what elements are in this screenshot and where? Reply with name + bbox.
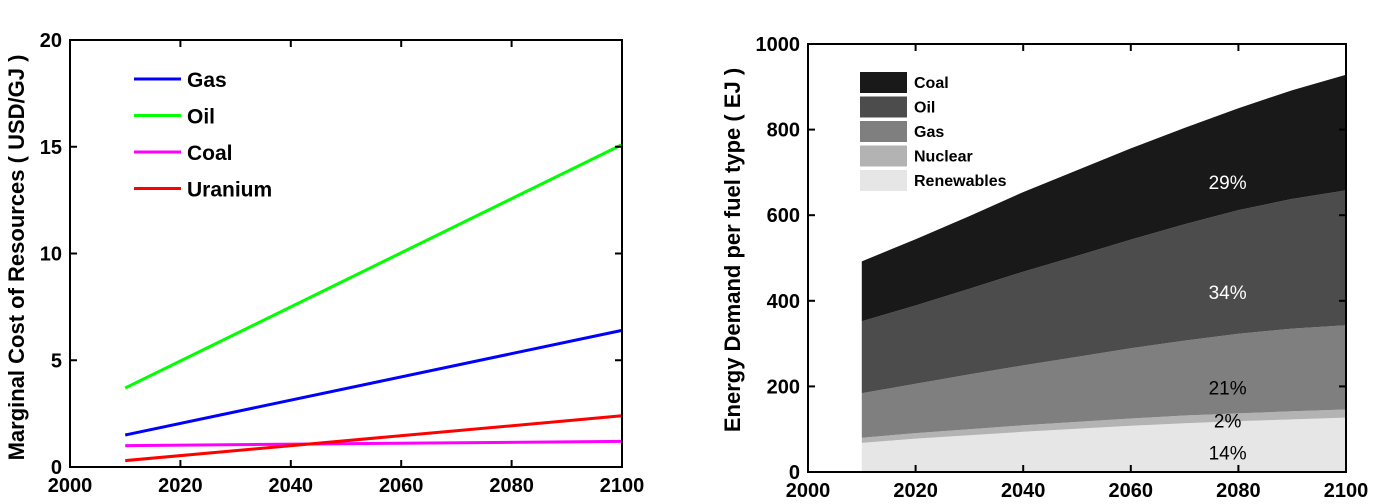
axes-box [807,43,1347,473]
chart-1: 2000 2020 2040 2060 2080 2100 0 5 10 15 20 Marginal… [4,30,644,497]
legend-label-coal: Coal [914,75,949,92]
line-gas [124,328,623,437]
legend-label-coal: Coal [187,142,233,165]
y-tick-label: 0 [51,457,62,479]
y-axis-label: Energy Demand per fuel type ( EJ ) [720,68,745,432]
x-tick-label: 2040 [1001,480,1046,502]
annotation-3: 21% [1209,378,1247,399]
x-tick-label: 2060 [379,475,424,497]
legend-label-renewables: Renewables [914,173,1007,190]
annotation-5: 29% [1209,173,1247,194]
y-tick-label: 15 [40,137,62,159]
x-tick-label: 2020 [158,475,203,497]
y-tick-label: 600 [767,205,800,227]
line-coal [125,439,623,448]
y-tick-label: 400 [767,291,800,313]
x-tick-label: 2100 [600,475,645,497]
x-tick-label: 2080 [489,475,534,497]
y-tick-label: 800 [767,120,800,142]
legend-label-gas: Gas [187,69,227,92]
area-oil [861,190,1346,394]
x-tick-label: 2060 [1109,480,1154,502]
y-tick-label: 10 [40,244,62,266]
annotation-4: 34% [1209,283,1247,304]
legend-label-gas: Gas [914,124,944,141]
legend-swatch-oil [860,96,907,118]
x-tick-label: 2000 [48,475,93,497]
legend-swatch-gas [860,121,907,142]
legend-swatch-nuclear [860,145,907,167]
y-tick-label: 200 [767,376,800,398]
annotation-1: 14% [1209,444,1247,465]
y-tick-label: 1000 [756,34,801,56]
x-tick-label: 2080 [1216,480,1261,502]
legend-label-oil: Oil [187,106,215,129]
legend-label-uranium: Uranium [187,179,272,202]
legend-label-nuclear: Nuclear [914,149,973,166]
x-tick-label: 2000 [786,480,831,502]
legend-label-oil: Oil [914,100,935,117]
annotation-2: 2% [1214,412,1242,433]
line-uranium [125,414,623,463]
axes-box [69,39,623,468]
legend-swatch-coal [860,72,907,93]
area-renewables [861,417,1346,472]
legend: Gas Oil Coal Uranium [134,69,272,202]
y-tick-label: 5 [51,350,62,372]
y-axis-label: Marginal Cost of Resources ( USD/GJ ) [4,55,29,461]
legend-swatch-renewables [860,170,907,191]
area-coal [861,74,1346,322]
y-tick-label: 20 [40,30,62,52]
chart-2: 14% 2% 21% 34% 29% 2000 2020 2040 2060 2080 2100 0 2… [720,34,1368,502]
x-tick-label: 2100 [1324,480,1369,502]
x-tick-label: 2020 [893,480,938,502]
legend: Coal Oil Gas Nuclear Renewables [860,72,1007,191]
line-oil [124,143,623,390]
y-tick-label: 0 [789,462,800,484]
area-nuclear [861,409,1346,443]
area-gas [861,325,1346,438]
x-tick-label: 2040 [269,475,314,497]
